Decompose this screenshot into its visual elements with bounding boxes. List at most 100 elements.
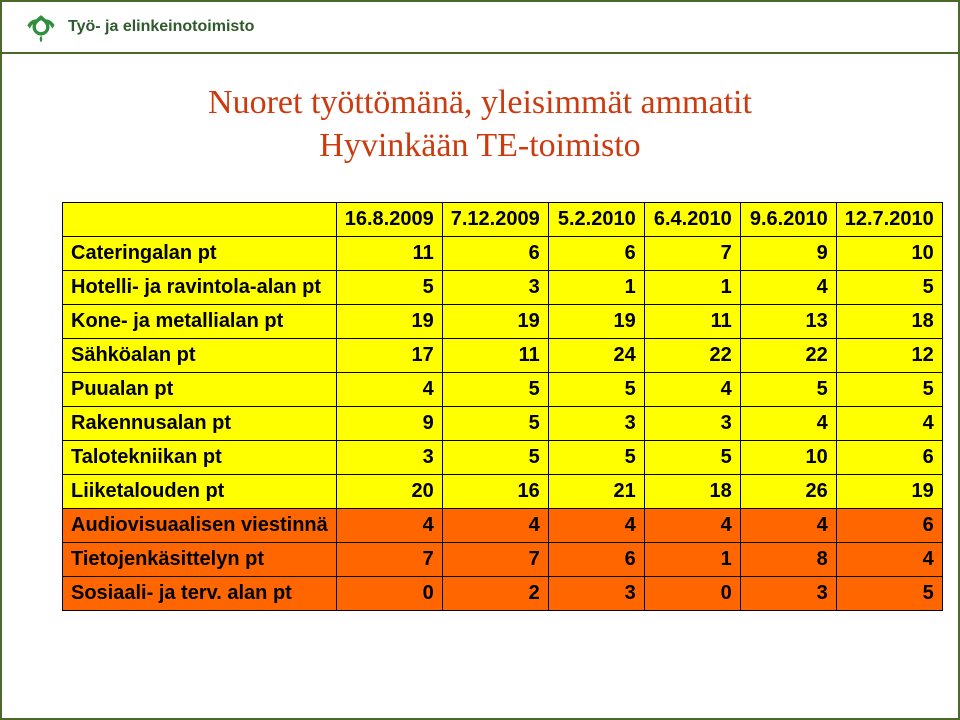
data-cell: 4 xyxy=(336,509,442,543)
data-cell: 4 xyxy=(548,509,644,543)
data-cell: 5 xyxy=(644,441,740,475)
data-cell: 5 xyxy=(442,441,548,475)
data-cell: 24 xyxy=(548,339,644,373)
data-cell: 1 xyxy=(644,271,740,305)
data-cell: 4 xyxy=(644,373,740,407)
data-cell: 5 xyxy=(442,407,548,441)
data-cell: 19 xyxy=(442,305,548,339)
data-cell: 3 xyxy=(548,577,644,611)
data-cell: 7 xyxy=(644,237,740,271)
data-cell: 7 xyxy=(336,543,442,577)
table-row: Rakennusalan pt953344 xyxy=(63,407,943,441)
row-label: Hotelli- ja ravintola-alan pt xyxy=(63,271,337,305)
data-cell: 6 xyxy=(442,237,548,271)
row-label: Tietojenkäsittelyn pt xyxy=(63,543,337,577)
slide-frame: Työ- ja elinkeinotoimisto Nuoret työttöm… xyxy=(0,0,960,720)
data-cell: 9 xyxy=(336,407,442,441)
col-header: 9.6.2010 xyxy=(740,203,836,237)
table-row: Tietojenkäsittelyn pt776184 xyxy=(63,543,943,577)
data-cell: 22 xyxy=(644,339,740,373)
data-cell: 5 xyxy=(548,441,644,475)
data-cell: 18 xyxy=(836,305,942,339)
row-label: Puualan pt xyxy=(63,373,337,407)
row-label: Talotekniikan pt xyxy=(63,441,337,475)
data-cell: 4 xyxy=(836,407,942,441)
data-cell: 19 xyxy=(836,475,942,509)
row-label: Audiovisuaalisen viestinnä xyxy=(63,509,337,543)
data-cell: 20 xyxy=(336,475,442,509)
data-cell: 3 xyxy=(740,577,836,611)
data-cell: 9 xyxy=(740,237,836,271)
data-cell: 6 xyxy=(548,237,644,271)
data-cell: 1 xyxy=(548,271,644,305)
table-header: 16.8.2009 7.12.2009 5.2.2010 6.4.2010 9.… xyxy=(63,203,943,237)
title-block: Nuoret työttömänä, yleisimmät ammatit Hy… xyxy=(2,82,958,167)
data-cell: 13 xyxy=(740,305,836,339)
data-cell: 26 xyxy=(740,475,836,509)
table-corner-cell xyxy=(63,203,337,237)
data-cell: 5 xyxy=(740,373,836,407)
data-cell: 8 xyxy=(740,543,836,577)
data-cell: 3 xyxy=(548,407,644,441)
data-cell: 6 xyxy=(548,543,644,577)
data-cell: 4 xyxy=(336,373,442,407)
row-label: Kone- ja metallialan pt xyxy=(63,305,337,339)
table-row: Cateringalan pt11667910 xyxy=(63,237,943,271)
table-row: Talotekniikan pt3555106 xyxy=(63,441,943,475)
data-cell: 21 xyxy=(548,475,644,509)
data-cell: 22 xyxy=(740,339,836,373)
row-label: Rakennusalan pt xyxy=(63,407,337,441)
data-cell: 6 xyxy=(836,509,942,543)
data-cell: 3 xyxy=(644,407,740,441)
data-cell: 10 xyxy=(740,441,836,475)
table-row: Audiovisuaalisen viestinnä444446 xyxy=(63,509,943,543)
data-cell: 0 xyxy=(336,577,442,611)
data-cell: 18 xyxy=(644,475,740,509)
data-cell: 5 xyxy=(442,373,548,407)
data-cell: 6 xyxy=(836,441,942,475)
table-body: Cateringalan pt11667910Hotelli- ja ravin… xyxy=(63,237,943,611)
data-cell: 5 xyxy=(836,373,942,407)
title-line-1: Nuoret työttömänä, yleisimmät ammatit xyxy=(2,82,958,125)
data-cell: 4 xyxy=(740,271,836,305)
row-label: Sähköalan pt xyxy=(63,339,337,373)
data-cell: 11 xyxy=(442,339,548,373)
data-cell: 11 xyxy=(644,305,740,339)
row-label: Sosiaali- ja terv. alan pt xyxy=(63,577,337,611)
table-row: Sosiaali- ja terv. alan pt023035 xyxy=(63,577,943,611)
data-cell: 4 xyxy=(836,543,942,577)
table-row: Puualan pt455455 xyxy=(63,373,943,407)
data-cell: 17 xyxy=(336,339,442,373)
data-cell: 5 xyxy=(836,271,942,305)
data-cell: 7 xyxy=(442,543,548,577)
data-cell: 4 xyxy=(644,509,740,543)
data-cell: 3 xyxy=(442,271,548,305)
table-row: Liiketalouden pt201621182619 xyxy=(63,475,943,509)
brand-text: Työ- ja elinkeinotoimisto xyxy=(68,18,254,36)
data-cell: 5 xyxy=(548,373,644,407)
data-cell: 3 xyxy=(336,441,442,475)
row-label: Liiketalouden pt xyxy=(63,475,337,509)
col-header: 12.7.2010 xyxy=(836,203,942,237)
data-cell: 11 xyxy=(336,237,442,271)
title-line-2: Hyvinkään TE-toimisto xyxy=(2,125,958,168)
data-cell: 5 xyxy=(336,271,442,305)
brand-logo-icon xyxy=(24,10,58,44)
col-header: 16.8.2009 xyxy=(336,203,442,237)
data-cell: 2 xyxy=(442,577,548,611)
header-bar: Työ- ja elinkeinotoimisto xyxy=(2,2,958,54)
table-row: Hotelli- ja ravintola-alan pt531145 xyxy=(63,271,943,305)
data-cell: 16 xyxy=(442,475,548,509)
row-label: Cateringalan pt xyxy=(63,237,337,271)
data-cell: 19 xyxy=(548,305,644,339)
data-cell: 1 xyxy=(644,543,740,577)
data-cell: 4 xyxy=(740,509,836,543)
data-table: 16.8.2009 7.12.2009 5.2.2010 6.4.2010 9.… xyxy=(62,202,943,611)
col-header: 7.12.2009 xyxy=(442,203,548,237)
data-cell: 5 xyxy=(836,577,942,611)
col-header: 6.4.2010 xyxy=(644,203,740,237)
table-row: Sähköalan pt171124222212 xyxy=(63,339,943,373)
col-header: 5.2.2010 xyxy=(548,203,644,237)
table-row: Kone- ja metallialan pt191919111318 xyxy=(63,305,943,339)
data-cell: 0 xyxy=(644,577,740,611)
